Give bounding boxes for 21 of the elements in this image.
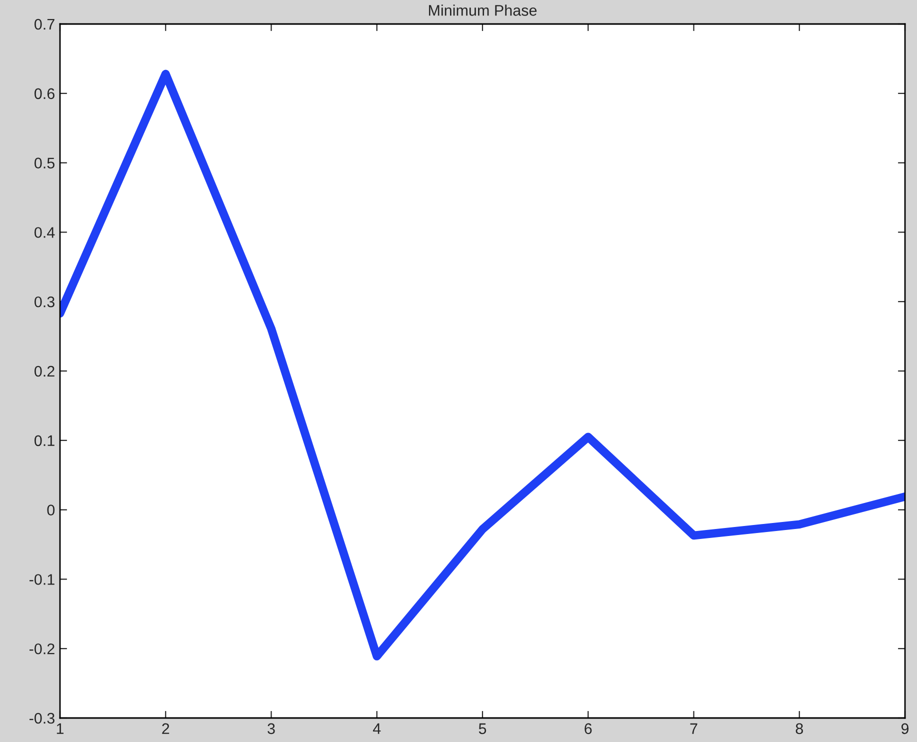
y-tick-label: 0.2 bbox=[34, 366, 54, 377]
x-tick-label: 8 bbox=[796, 723, 803, 734]
chart-title: Minimum Phase bbox=[428, 4, 537, 16]
y-tick-label: -0.2 bbox=[29, 643, 54, 654]
x-tick-label: 3 bbox=[268, 723, 275, 734]
y-tick-label: 0.3 bbox=[34, 296, 54, 308]
y-tick-label: -0.3 bbox=[29, 712, 54, 724]
y-tick-label: 0.6 bbox=[34, 88, 54, 100]
x-tick-label: 5 bbox=[478, 723, 486, 734]
x-tick-label: 4 bbox=[372, 723, 381, 734]
y-tick-label: 0.1 bbox=[34, 435, 54, 446]
x-tick-label: 1 bbox=[56, 723, 64, 734]
x-tick-label: 7 bbox=[690, 723, 698, 734]
y-tick-label: 0.4 bbox=[34, 227, 55, 238]
y-tick-label: 0 bbox=[47, 504, 55, 516]
x-tick-label: 6 bbox=[584, 723, 592, 734]
x-tick-label: 2 bbox=[162, 723, 170, 734]
x-tick-label: 9 bbox=[901, 723, 909, 734]
y-tick-label: 0.5 bbox=[34, 158, 54, 168]
y-tick-label: -0.1 bbox=[29, 574, 54, 585]
y-tick-label: 0.7 bbox=[34, 18, 54, 30]
